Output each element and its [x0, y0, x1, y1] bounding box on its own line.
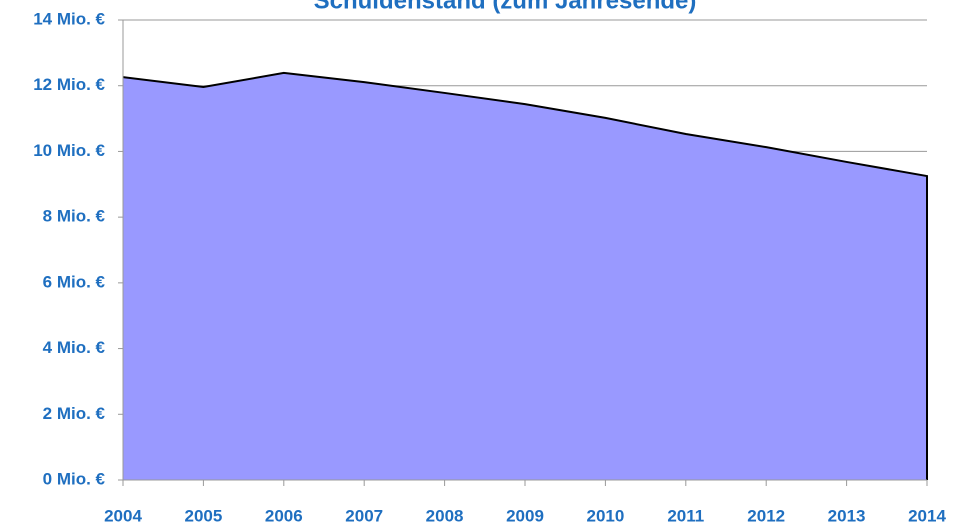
y-tick-label: 2 Mio. € [43, 404, 106, 423]
x-tick-label: 2004 [104, 506, 142, 525]
x-tick-label: 2007 [345, 506, 383, 525]
x-tick-label: 2013 [828, 506, 866, 525]
x-tick-label: 2006 [265, 506, 303, 525]
y-tick-label: 0 Mio. € [43, 469, 106, 488]
y-tick-label: 14 Mio. € [33, 9, 105, 28]
x-tick-label: 2014 [908, 506, 946, 525]
area-line [122, 71, 928, 480]
x-tick-label: 2010 [586, 506, 624, 525]
x-tick-label: 2012 [747, 506, 785, 525]
x-tick-label: 2005 [184, 506, 222, 525]
area [123, 72, 927, 481]
y-tick-label: 8 Mio. € [43, 207, 106, 226]
y-tick-label: 12 Mio. € [33, 75, 105, 94]
chart-title: Schuldenstand (zum Jahresende) [314, 0, 697, 14]
y-tick-label: 4 Mio. € [43, 338, 106, 357]
x-tick-label: 2008 [426, 506, 464, 525]
y-tick-label: 10 Mio. € [33, 141, 105, 160]
x-tick-label: 2009 [506, 506, 544, 525]
x-tick-label: 2011 [667, 506, 704, 525]
y-tick-label: 6 Mio. € [43, 272, 106, 291]
